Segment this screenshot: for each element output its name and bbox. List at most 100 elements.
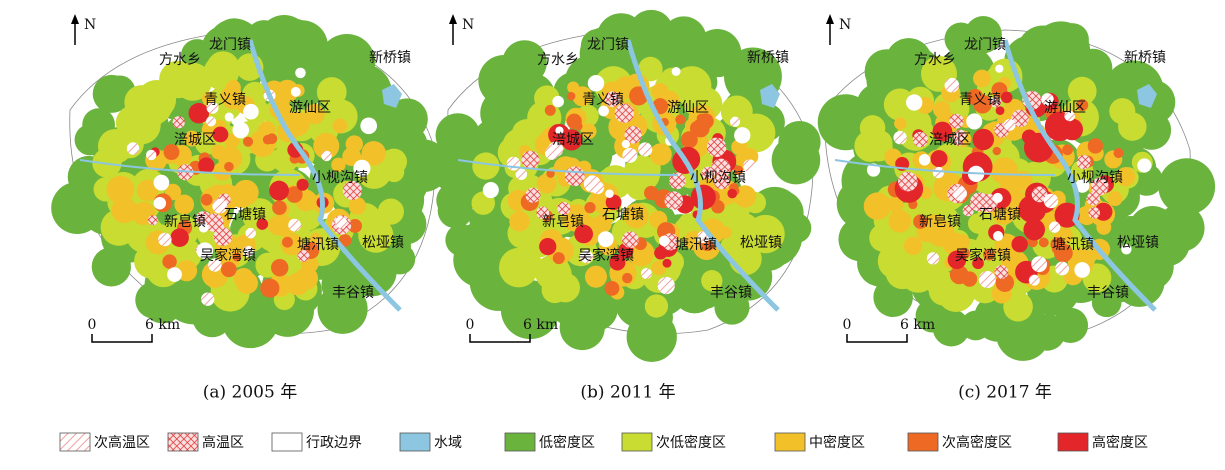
density-zone: [947, 250, 967, 270]
density-zone: [605, 189, 614, 198]
density-zone: [863, 192, 892, 220]
density-zone: [598, 105, 609, 117]
density-zone: [236, 272, 259, 294]
place-label: 新桥镇: [747, 50, 789, 66]
density-zone: [644, 294, 669, 318]
legend-swatch: [774, 432, 806, 452]
place-label: 新桥镇: [369, 50, 411, 66]
density-zone: [106, 175, 135, 204]
density-zone: [482, 182, 499, 199]
density-zone: [978, 271, 996, 288]
density-zone: [1011, 236, 1028, 253]
density-zone: [640, 268, 652, 279]
place-label: 龙门镇: [209, 37, 251, 53]
density-zone: [384, 243, 416, 275]
density-zone: [970, 192, 990, 212]
density-zone: [1107, 191, 1123, 207]
density-zone: [1038, 237, 1049, 248]
place-label: 新桥镇: [1124, 50, 1166, 66]
density-zone: [564, 166, 585, 187]
place-label: 塘汛镇: [1052, 237, 1094, 253]
density-zone: [321, 150, 332, 162]
density-zone: [1074, 262, 1090, 278]
density-zone: [321, 262, 367, 308]
density-zone: [605, 194, 622, 211]
density-zone: [1055, 23, 1089, 57]
place-label: 丰谷镇: [1087, 285, 1129, 301]
density-zone: [566, 91, 576, 101]
legend-swatch: [59, 432, 91, 452]
density-zone: [215, 18, 253, 56]
place-label: 新皂镇: [542, 214, 584, 230]
legend-label: 低密度区: [539, 434, 595, 451]
density-zone: [624, 126, 643, 144]
density-zone: [538, 266, 561, 289]
density-zone: [913, 214, 928, 229]
density-zone: [285, 111, 310, 137]
density-zone: [242, 245, 254, 257]
place-label: 小枧沟镇: [1067, 170, 1123, 186]
density-zone: [972, 128, 995, 151]
density-zone: [204, 213, 224, 232]
density-zone: [224, 161, 234, 172]
place-label: 游仙区: [289, 100, 331, 116]
density-zone: [332, 118, 348, 134]
density-zone: [1055, 261, 1070, 276]
density-zone: [174, 194, 195, 215]
density-zone: [649, 143, 672, 166]
density-zone: [552, 252, 565, 265]
density-zone: [638, 56, 663, 82]
density-zone: [743, 159, 757, 173]
density-zone: [153, 174, 170, 191]
density-zone: [515, 168, 528, 180]
legend-swatch: [399, 432, 431, 452]
density-zone: [1023, 218, 1046, 241]
river: [834, 159, 1056, 176]
scale-start: 0: [843, 317, 852, 333]
north-label: N: [839, 17, 851, 33]
place-label: 石塘镇: [224, 207, 266, 223]
density-zone: [962, 204, 974, 217]
density-zone: [912, 131, 929, 148]
density-zone: [1087, 138, 1104, 154]
density-zone: [1052, 307, 1089, 343]
density-zone: [335, 216, 347, 229]
density-zone: [224, 89, 243, 108]
density-zone: [672, 276, 707, 311]
density-zone: [196, 242, 214, 260]
density-zone: [158, 232, 172, 247]
density-zone: [567, 81, 580, 94]
scale-bar: [846, 334, 908, 343]
caption: (c) 2017 年: [958, 383, 1052, 403]
density-zone: [552, 95, 564, 108]
density-zone: [210, 144, 226, 160]
caption: (b) 2011 年: [580, 383, 675, 403]
density-zone: [1062, 144, 1073, 156]
density-zone: [930, 150, 948, 168]
place-label: 塘汛镇: [297, 237, 339, 253]
density-zone: [256, 218, 269, 230]
density-zone: [729, 116, 741, 127]
scale-end: 6 km: [523, 317, 558, 333]
lake: [760, 84, 780, 108]
density-zone: [1003, 119, 1016, 131]
density-zone: [560, 129, 583, 151]
density-zone: [267, 216, 287, 235]
place-label: 石塘镇: [602, 207, 644, 223]
place-label: 吴家湾镇: [955, 247, 1011, 264]
density-zone: [208, 258, 222, 272]
density-zone: [623, 203, 649, 229]
density-zone: [124, 85, 159, 120]
density-zone: [953, 186, 967, 201]
density-zone: [622, 231, 639, 248]
density-zone: [135, 281, 173, 319]
density-zone: [1086, 192, 1101, 206]
density-zone: [1116, 167, 1136, 187]
density-zone: [1064, 110, 1075, 122]
density-zone: [1137, 158, 1152, 173]
density-zone: [539, 237, 557, 256]
density-zone: [932, 121, 953, 142]
density-zone: [288, 218, 301, 232]
